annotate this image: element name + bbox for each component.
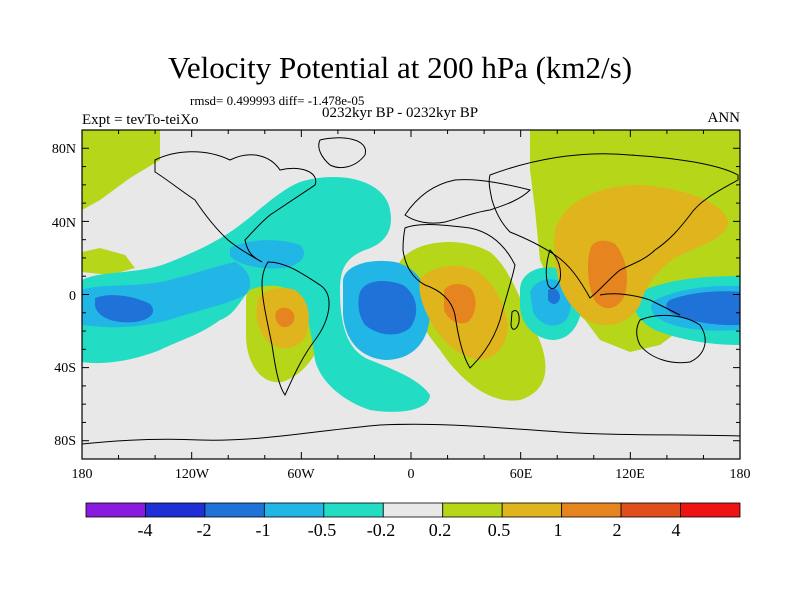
colorbar-label: 2 — [612, 520, 622, 540]
blue-region-indian — [548, 288, 560, 304]
blue-region-east-pacific — [95, 295, 154, 323]
colorbar-label: 4 — [671, 520, 681, 540]
colorbar-swatch — [263, 502, 325, 518]
coastlines — [82, 137, 740, 445]
green-region-pacific-west — [82, 248, 135, 275]
colorbar-label: 1 — [553, 520, 563, 540]
contour-field — [82, 130, 740, 459]
colorbar-swatch — [561, 502, 622, 518]
lat-tick-label: 80N — [51, 142, 76, 157]
lon-tick-label: 120E — [615, 467, 645, 482]
colorbar-label: -0.5 — [307, 520, 337, 540]
colorbar-label: 0.2 — [428, 520, 452, 540]
orange-region-africa — [444, 284, 476, 324]
lon-tick-label: 60E — [509, 467, 533, 482]
lon-tick-label: 120W — [174, 467, 210, 482]
lat-tick-label: 0 — [69, 289, 76, 304]
lat-tick-label: 80S — [54, 434, 76, 449]
coast-madagascar — [510, 309, 520, 330]
colorbar-swatch — [145, 502, 206, 518]
coast-south-america — [261, 261, 330, 396]
colorbar-label: -1 — [255, 520, 271, 540]
lat-tick-label: 40S — [54, 361, 76, 376]
colorbar-swatch — [680, 502, 741, 518]
colorbar-swatch — [85, 502, 146, 518]
axis-ticks — [81, 129, 741, 460]
coast-australia — [636, 315, 706, 364]
blue-region-west-pacific — [666, 291, 740, 326]
coast-north-america — [154, 151, 317, 263]
lon-tick-label: 60W — [287, 467, 315, 482]
colorbar — [85, 502, 741, 518]
colorbar-label: -4 — [137, 520, 153, 540]
lon-tick-label: 0 — [407, 467, 415, 482]
colorbar-label: -0.2 — [366, 520, 396, 540]
colorbar-swatch — [442, 502, 503, 518]
colorbar-swatch — [204, 502, 265, 518]
colorbar-swatch — [382, 502, 444, 518]
coast-india — [545, 249, 561, 290]
colorbar-label: 0.5 — [487, 520, 511, 540]
coast-europe — [404, 179, 531, 224]
lat-tick-label: 40N — [51, 216, 76, 231]
coast-greenland — [318, 137, 366, 168]
cyan-region-america — [82, 177, 430, 412]
coast-indonesia — [599, 293, 681, 316]
colorbar-swatch — [501, 502, 563, 518]
experiment-label: Expt = tevTo-teiXo — [82, 112, 199, 128]
period-subtitle: 0232kyr BP - 0232kyr BP — [321, 105, 479, 121]
coast-africa — [402, 224, 516, 369]
stats-label: rmsd= 0.499993 diff= -1.478e-05 — [190, 93, 365, 108]
colorbar-label: -2 — [196, 520, 212, 540]
coast-asia — [488, 153, 739, 299]
colorbar-swatch — [620, 502, 681, 518]
colorbar-swatch — [323, 502, 384, 518]
green-region-nepacific — [82, 130, 160, 210]
coast-antarctica — [82, 423, 740, 445]
lon-tick-label: 180 — [71, 467, 93, 482]
lightblue-region-caribbean — [230, 240, 305, 269]
map-title: Velocity Potential at 200 hPa (km2/s) — [167, 50, 633, 85]
blue-region-atlantic — [358, 280, 417, 335]
orange-region-south-america — [275, 307, 295, 328]
lon-tick-label: 180 — [729, 467, 751, 482]
season-label: ANN — [707, 110, 741, 126]
